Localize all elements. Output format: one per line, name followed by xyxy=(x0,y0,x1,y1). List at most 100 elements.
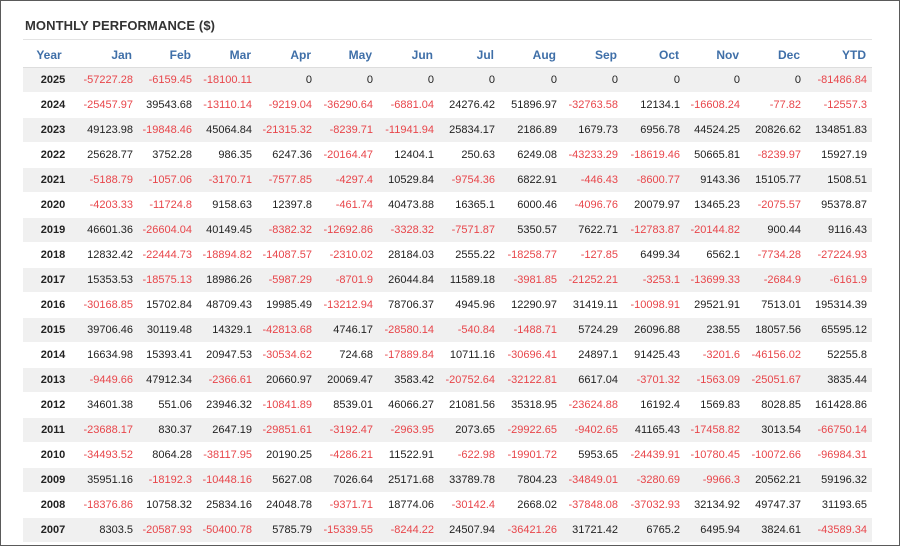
month-value-cell: 24897.1 xyxy=(562,342,623,368)
month-value-cell: 39706.46 xyxy=(75,317,138,343)
table-row: 2019 46601.36 -26604.04 40149.45 -8382.32 -12… xyxy=(23,217,872,243)
month-value-cell: 35318.95 xyxy=(500,392,562,418)
month-value-cell: -30534.62 xyxy=(257,342,317,368)
month-value-cell: -18575.13 xyxy=(138,267,197,293)
month-value-cell: -13110.14 xyxy=(197,92,257,118)
ytd-cell: 161428.86 xyxy=(806,392,872,418)
month-value-cell: -11724.8 xyxy=(138,192,197,218)
month-value-cell: -21252.21 xyxy=(562,267,623,293)
year-cell: 2023 xyxy=(23,117,75,143)
month-value-cell: -5987.29 xyxy=(257,267,317,293)
month-value-cell: -5188.79 xyxy=(75,167,138,193)
table-header-row: Year Jan Feb Mar Apr May Jun Jul Aug Sep Oct Nov Dec… xyxy=(23,43,872,68)
ytd-cell: -6161.9 xyxy=(806,267,872,293)
year-cell: 2009 xyxy=(23,467,75,493)
month-value-cell: 238.55 xyxy=(685,317,745,343)
ytd-cell: -81486.84 xyxy=(806,67,872,93)
month-value-cell: 0 xyxy=(685,67,745,93)
year-cell: 2021 xyxy=(23,167,75,193)
month-value-cell: 23946.32 xyxy=(197,392,257,418)
month-value-cell: 10711.16 xyxy=(439,342,500,368)
month-value-cell: -2963.95 xyxy=(378,417,439,443)
month-value-cell: 14329.1 xyxy=(197,317,257,343)
ytd-cell: -27224.93 xyxy=(806,242,872,268)
month-value-cell: -13699.33 xyxy=(685,267,745,293)
ytd-cell: 3835.44 xyxy=(806,367,872,393)
year-cell: 2014 xyxy=(23,342,75,368)
month-value-cell: -3253.1 xyxy=(623,267,685,293)
month-value-cell: 1569.83 xyxy=(685,392,745,418)
month-value-cell: 0 xyxy=(500,67,562,93)
ytd-cell: -96984.31 xyxy=(806,442,872,468)
month-value-cell: -4286.21 xyxy=(317,442,378,468)
ytd-cell: 52255.8 xyxy=(806,342,872,368)
month-value-cell: 12832.42 xyxy=(75,242,138,268)
table-row: 2022 25628.77 3752.28 986.35 6247.36 -20164.4… xyxy=(23,142,872,168)
month-value-cell: 40473.88 xyxy=(378,192,439,218)
month-value-cell: -4203.33 xyxy=(75,192,138,218)
title-divider xyxy=(23,39,872,40)
month-value-cell: -22444.73 xyxy=(138,242,197,268)
month-value-cell: 18774.06 xyxy=(378,492,439,518)
ytd-cell: 134851.83 xyxy=(806,117,872,143)
month-value-cell: 46066.27 xyxy=(378,392,439,418)
month-value-cell: 19985.49 xyxy=(257,292,317,318)
month-value-cell: 20947.53 xyxy=(197,342,257,368)
month-value-cell: 3583.42 xyxy=(378,367,439,393)
month-value-cell: 1679.73 xyxy=(562,117,623,143)
month-value-cell: 15393.41 xyxy=(138,342,197,368)
table-row: 2016 -30168.85 15702.84 48709.43 19985.49 -13… xyxy=(23,292,872,318)
month-value-cell: -9966.3 xyxy=(685,467,745,493)
month-value-cell: -23624.88 xyxy=(562,392,623,418)
month-value-cell: -15339.55 xyxy=(317,517,378,542)
month-value-cell: 24507.94 xyxy=(439,517,500,542)
month-value-cell: -3170.71 xyxy=(197,167,257,193)
month-value-cell: 6562.1 xyxy=(685,242,745,268)
month-value-cell: 15353.53 xyxy=(75,267,138,293)
month-value-cell: -50400.78 xyxy=(197,517,257,542)
ytd-cell: -43589.34 xyxy=(806,517,872,542)
month-value-cell: -30696.41 xyxy=(500,342,562,368)
month-value-cell: 5627.08 xyxy=(257,467,317,493)
column-header-mar: Mar xyxy=(197,43,257,68)
month-value-cell: -26604.04 xyxy=(138,217,197,243)
month-value-cell: -9371.71 xyxy=(317,492,378,518)
month-value-cell: -1488.71 xyxy=(500,317,562,343)
month-value-cell: 9158.63 xyxy=(197,192,257,218)
month-value-cell: 49123.98 xyxy=(75,117,138,143)
column-header-year: Year xyxy=(23,43,75,68)
month-value-cell: -24439.91 xyxy=(623,442,685,468)
month-value-cell: 20190.25 xyxy=(257,442,317,468)
month-value-cell: 78706.37 xyxy=(378,292,439,318)
year-cell: 2011 xyxy=(23,417,75,443)
month-value-cell: 5953.65 xyxy=(562,442,623,468)
ytd-cell: -66750.14 xyxy=(806,417,872,443)
month-value-cell: -20587.93 xyxy=(138,517,197,542)
month-value-cell: -3201.6 xyxy=(685,342,745,368)
month-value-cell: 15105.77 xyxy=(745,167,806,193)
month-value-cell: -461.74 xyxy=(317,192,378,218)
table-row: 2011 -23688.17 830.37 2647.19 -29851.61 -3192… xyxy=(23,417,872,443)
month-value-cell: -17458.82 xyxy=(685,417,745,443)
month-value-cell: 28184.03 xyxy=(378,242,439,268)
ytd-cell: 59196.32 xyxy=(806,467,872,493)
year-cell: 2012 xyxy=(23,392,75,418)
month-value-cell: -34493.52 xyxy=(75,442,138,468)
month-value-cell: -8244.22 xyxy=(378,517,439,542)
month-value-cell: 2555.22 xyxy=(439,242,500,268)
month-value-cell: 6765.2 xyxy=(623,517,685,542)
column-header-may: May xyxy=(317,43,378,68)
month-value-cell: -30168.85 xyxy=(75,292,138,318)
month-value-cell: -9219.04 xyxy=(257,92,317,118)
table-row: 2020 -4203.33 -11724.8 9158.63 12397.8 -461.7… xyxy=(23,192,872,218)
month-value-cell: 39543.68 xyxy=(138,92,197,118)
table-row: 2021 -5188.79 -1057.06 -3170.71 -7577.85 -429… xyxy=(23,167,872,193)
ytd-cell: 1508.51 xyxy=(806,167,872,193)
table-row: 2017 15353.53 -18575.13 18986.26 -5987.29 -87… xyxy=(23,267,872,293)
month-value-cell: -12783.87 xyxy=(623,217,685,243)
month-value-cell: -2366.61 xyxy=(197,367,257,393)
month-value-cell: -8701.9 xyxy=(317,267,378,293)
month-value-cell: 8028.85 xyxy=(745,392,806,418)
year-cell: 2008 xyxy=(23,492,75,518)
month-value-cell: 9143.36 xyxy=(685,167,745,193)
